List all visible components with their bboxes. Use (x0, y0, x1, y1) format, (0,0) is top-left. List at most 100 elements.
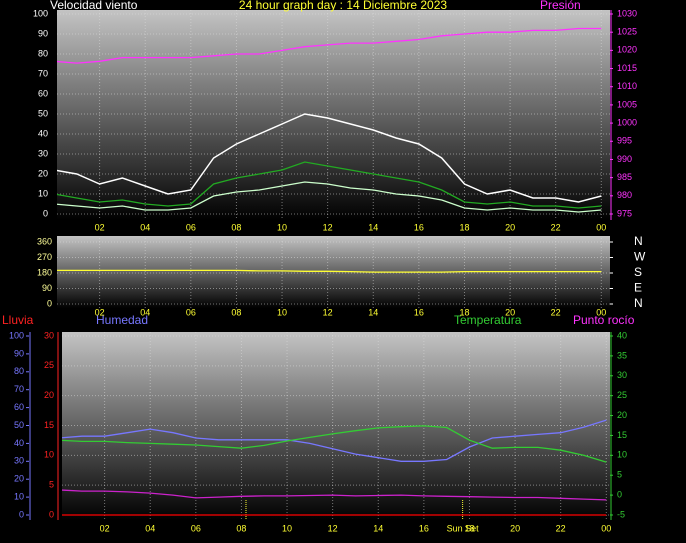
y-tick-label: 90 (38, 28, 48, 38)
y2-tick-label: N (634, 296, 643, 310)
x-tick-label: 16 (414, 307, 424, 317)
y-tick-label: 70 (38, 68, 48, 78)
x-tick-label: 16 (414, 222, 424, 232)
y2-tick-label: N (634, 234, 643, 248)
x-tick-label: 16 (419, 523, 429, 533)
y2-tick-label: 995 (617, 136, 632, 146)
y-tick-label: 80 (38, 48, 48, 58)
y2-label: Temperatura (454, 313, 522, 327)
y-tick-label: 30 (38, 148, 48, 158)
y-label: Lluvia (2, 313, 34, 327)
y2-tick-label: 985 (617, 172, 632, 182)
y-tick-label: 40 (38, 128, 48, 138)
y2-tick-label: -5 (617, 509, 625, 519)
x-tick-label: 14 (368, 307, 378, 317)
x-tick-label: 04 (145, 523, 155, 533)
y-tick-label: 25 (44, 360, 54, 370)
x-tick-label: 18 (464, 523, 474, 533)
y-tick-label: 90 (42, 283, 52, 293)
y-tick-label: 30 (44, 330, 54, 340)
x-tick-label: 08 (231, 222, 241, 232)
x-tick-label: 20 (505, 307, 515, 317)
series-line (57, 113, 602, 203)
y3-tick-label: 40 (14, 438, 24, 448)
series-line (57, 161, 602, 209)
y3-tick-label: 100 (9, 330, 24, 340)
x-tick-label: 08 (236, 523, 246, 533)
y2-tick-label: 1030 (617, 8, 637, 18)
y2-tick-label: 15 (617, 430, 627, 440)
y2-tick-label: 980 (617, 190, 632, 200)
y3-tick-label: 10 (14, 491, 24, 501)
annotation: Sun Set (447, 523, 480, 533)
x-tick-label: 20 (505, 222, 515, 232)
series-line (62, 425, 607, 463)
y-tick-label: 10 (38, 188, 48, 198)
plot-bg (57, 10, 610, 220)
y-tick-label: 50 (38, 108, 48, 118)
x-tick-label: 12 (323, 307, 333, 317)
y2-tick-label: 40 (617, 330, 627, 340)
y2-tick-label: 10 (617, 450, 627, 460)
x-tick-label: 06 (191, 523, 201, 533)
x-tick-label: 04 (140, 222, 150, 232)
y-tick-label: 100 (33, 8, 48, 18)
y-tick-label: 20 (44, 390, 54, 400)
x-tick-label: 14 (373, 523, 383, 533)
y2-tick-label: 1015 (617, 63, 637, 73)
y2-tick-label: S (634, 265, 642, 279)
x-tick-label: 00 (601, 523, 611, 533)
y2-tick-label: 1020 (617, 45, 637, 55)
y2-tick-label: 30 (617, 370, 627, 380)
y2-tick-label: 25 (617, 390, 627, 400)
series-line (57, 181, 602, 213)
x-tick-label: 00 (596, 307, 606, 317)
x-tick-label: 10 (282, 523, 292, 533)
series-line (57, 27, 602, 64)
x-tick-label: 12 (323, 222, 333, 232)
y3-tick-label: 80 (14, 366, 24, 376)
x-tick-label: 22 (551, 222, 561, 232)
y3-tick-label: 70 (14, 384, 24, 394)
x-tick-label: 10 (277, 222, 287, 232)
y3-tick-label: 60 (14, 402, 24, 412)
y2-label: Presión (540, 0, 581, 12)
y-tick-label: 180 (37, 267, 52, 277)
x-tick-label: 14 (368, 222, 378, 232)
y-tick-label: 15 (44, 420, 54, 430)
x-tick-label: 06 (186, 307, 196, 317)
series-line (57, 269, 602, 273)
y2-tick-label: W (634, 250, 646, 264)
y-tick-label: 360 (37, 236, 52, 246)
y-tick-label: 270 (37, 252, 52, 262)
series-line (62, 419, 607, 462)
y2-tick-label: 1005 (617, 99, 637, 109)
y2-tick-label: 20 (617, 410, 627, 420)
x-tick-label: 02 (100, 523, 110, 533)
y2-tick-label: 1000 (617, 117, 637, 127)
x-tick-label: 02 (95, 307, 105, 317)
y2-tick-label: 35 (617, 350, 627, 360)
y-tick-label: 0 (47, 298, 52, 308)
y3-tick-label: 50 (14, 420, 24, 430)
x-tick-label: 06 (186, 222, 196, 232)
y-label: Velocidad viento (50, 0, 138, 12)
x-tick-label: 10 (277, 307, 287, 317)
x-tick-label: 22 (551, 307, 561, 317)
x-tick-label: 18 (459, 307, 469, 317)
x-tick-label: 08 (231, 307, 241, 317)
y3-tick-label: 0 (19, 509, 24, 519)
y-tick-label: 5 (49, 480, 54, 490)
y-tick-label: 60 (38, 88, 48, 98)
y3-label: Humedad (96, 313, 148, 327)
y2-tick-label: E (634, 281, 642, 295)
y3-tick-label: 30 (14, 456, 24, 466)
y-tick-label: 10 (44, 450, 54, 460)
x-tick-label: 02 (95, 222, 105, 232)
y3-tick-label: 90 (14, 348, 24, 358)
y2-label: Punto rocío (573, 313, 635, 327)
y2-tick-label: 1025 (617, 27, 637, 37)
y3-tick-label: 20 (14, 474, 24, 484)
x-tick-label: 04 (140, 307, 150, 317)
